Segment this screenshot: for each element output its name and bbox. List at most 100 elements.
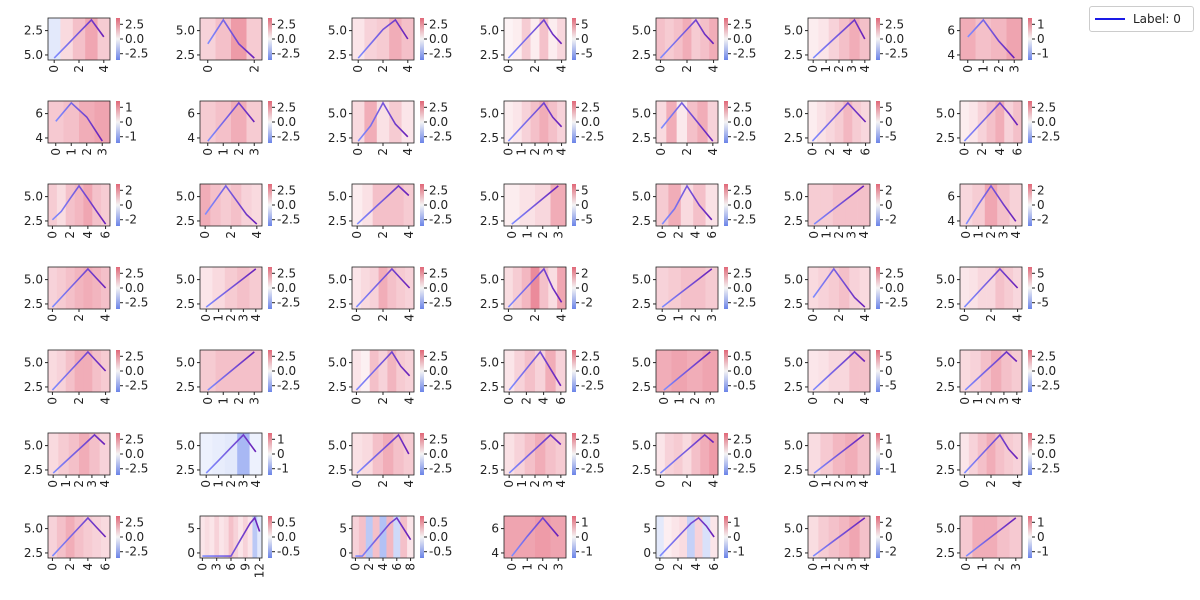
x-tick-label: 0 — [806, 65, 820, 73]
heatmap-cell — [986, 433, 996, 475]
heatmap-cell — [101, 350, 111, 392]
y-tick-label: 4 — [187, 131, 195, 145]
heatmap-cell — [92, 267, 102, 309]
x-tick-label: 1 — [971, 397, 985, 405]
heatmap-cell — [242, 516, 248, 558]
colorbar-tick-label: 0.5 — [733, 349, 752, 363]
y-tick-label: 2.5 — [936, 380, 955, 394]
colorbar — [268, 350, 272, 392]
y-tick-label: 6 — [947, 24, 955, 38]
x-tick-label: 4 — [706, 148, 720, 156]
colorbar-tick-label: 0.5 — [277, 515, 296, 529]
colorbar-tick-label: 2.5 — [125, 515, 144, 529]
heatmap-cell — [960, 18, 976, 60]
subplot-13: 5.02.50 2 4 650-5 — [784, 100, 897, 155]
colorbar-tick-label: 0 — [733, 530, 741, 544]
colorbar-tick-label: -0.5 — [429, 545, 452, 559]
heatmap-cell — [372, 516, 380, 558]
x-tick-label: 4 — [403, 314, 417, 322]
colorbar-tick-label: -0.5 — [733, 379, 756, 393]
y-tick-label: 5.0 — [328, 107, 347, 121]
subplot-15: 5.02.50 2 4 620-2 — [24, 183, 137, 238]
series-line — [660, 101, 714, 142]
heatmap-cell — [504, 516, 520, 558]
colorbar-tick-label: -2 — [885, 545, 897, 559]
x-tick-label: 0 — [198, 231, 212, 239]
heatmap-cell — [200, 101, 216, 143]
colorbar — [876, 18, 880, 60]
x-tick-label: 1 — [520, 563, 534, 571]
colorbar-tick-label: 0.0 — [277, 530, 296, 544]
series-line — [356, 184, 410, 225]
heatmap-cell — [524, 350, 536, 392]
x-tick-label: 0 — [199, 314, 213, 322]
colorbar-tick-label: 0.0 — [429, 115, 448, 129]
x-tick-label: 3 — [1007, 65, 1021, 73]
colorbar — [724, 267, 728, 309]
heatmap-cell — [849, 516, 860, 558]
heatmap-cell — [535, 433, 546, 475]
heatmap-cell — [352, 184, 363, 226]
x-tick-label: 1 — [819, 563, 833, 571]
heatmap-cell — [1011, 350, 1023, 392]
x-tick-label: 1 — [972, 231, 986, 239]
x-tick-label: 0 — [502, 397, 516, 405]
colorbar — [420, 18, 424, 60]
colorbar — [724, 350, 728, 392]
y-tick-label: 2.5 — [328, 214, 347, 228]
heatmap-cell — [656, 516, 665, 558]
colorbar-tick-label: -5 — [581, 47, 593, 61]
x-tick-label: 3 — [551, 231, 565, 239]
heatmap-cell — [79, 433, 90, 475]
colorbar — [420, 433, 424, 475]
x-tick-label: 2 — [832, 480, 846, 488]
axes-frame — [959, 100, 1023, 144]
colorbar-tick-label: 0 — [1037, 198, 1045, 212]
heatmap-cell — [383, 433, 394, 475]
x-tick-label: 4 — [403, 397, 417, 405]
heatmap-cell — [514, 350, 525, 392]
colorbar-tick-label: 2 — [885, 515, 893, 529]
colorbar — [116, 350, 120, 392]
heatmap-cell — [707, 101, 719, 143]
x-tick-label: 3 — [541, 480, 555, 488]
colorbar — [572, 18, 576, 60]
heatmap-cell — [246, 350, 263, 392]
x-tick-label: 0 — [957, 148, 971, 156]
subplot-33: 5.0 2.5 0 1 2 3 0.50.0-0.5 — [632, 349, 757, 404]
series-line — [52, 433, 106, 474]
heatmap-cell — [48, 101, 64, 143]
heatmap-cell — [995, 101, 1005, 143]
heatmap-cell — [668, 184, 682, 226]
heatmap-cell — [1013, 433, 1023, 475]
colorbar-tick-label: -1 — [885, 462, 897, 476]
x-tick-label: 0 — [653, 480, 667, 488]
y-tick-label: 2.5 — [176, 214, 195, 228]
y-tick-label: 6 — [947, 190, 955, 204]
heatmap-cell — [387, 267, 397, 309]
axes-frame — [959, 17, 1023, 61]
colorbar — [876, 350, 880, 392]
subplot-17: 5.02.50 2 42.50.0-2.5 — [328, 183, 453, 238]
colorbar-tick-label: -2.5 — [277, 213, 300, 227]
x-tick-label: 2 — [984, 314, 998, 322]
x-tick-label: 0 — [350, 480, 364, 488]
heatmap-cell — [852, 101, 862, 143]
y-tick-label: 2.5 — [936, 546, 955, 560]
colorbar-tick-label: -2.5 — [733, 462, 756, 476]
colorbar — [268, 18, 272, 60]
x-tick-label: 3 — [85, 480, 99, 488]
axes-frame — [199, 349, 263, 393]
heatmap-cell — [85, 18, 98, 60]
x-tick-label: 2 — [63, 563, 77, 571]
x-tick-label: 0 — [199, 480, 213, 488]
colorbar-tick-label: 0.0 — [1037, 115, 1056, 129]
subplot-8: 640 1 2 310-1 — [35, 100, 137, 155]
colorbar — [420, 516, 424, 558]
x-tick-label: 3 — [95, 148, 109, 156]
colorbar-tick-label: -2.5 — [125, 462, 148, 476]
heatmap-cell — [200, 433, 213, 475]
x-tick-label: 2 — [362, 563, 376, 571]
colorbar-tick-label: 0 — [277, 447, 285, 461]
